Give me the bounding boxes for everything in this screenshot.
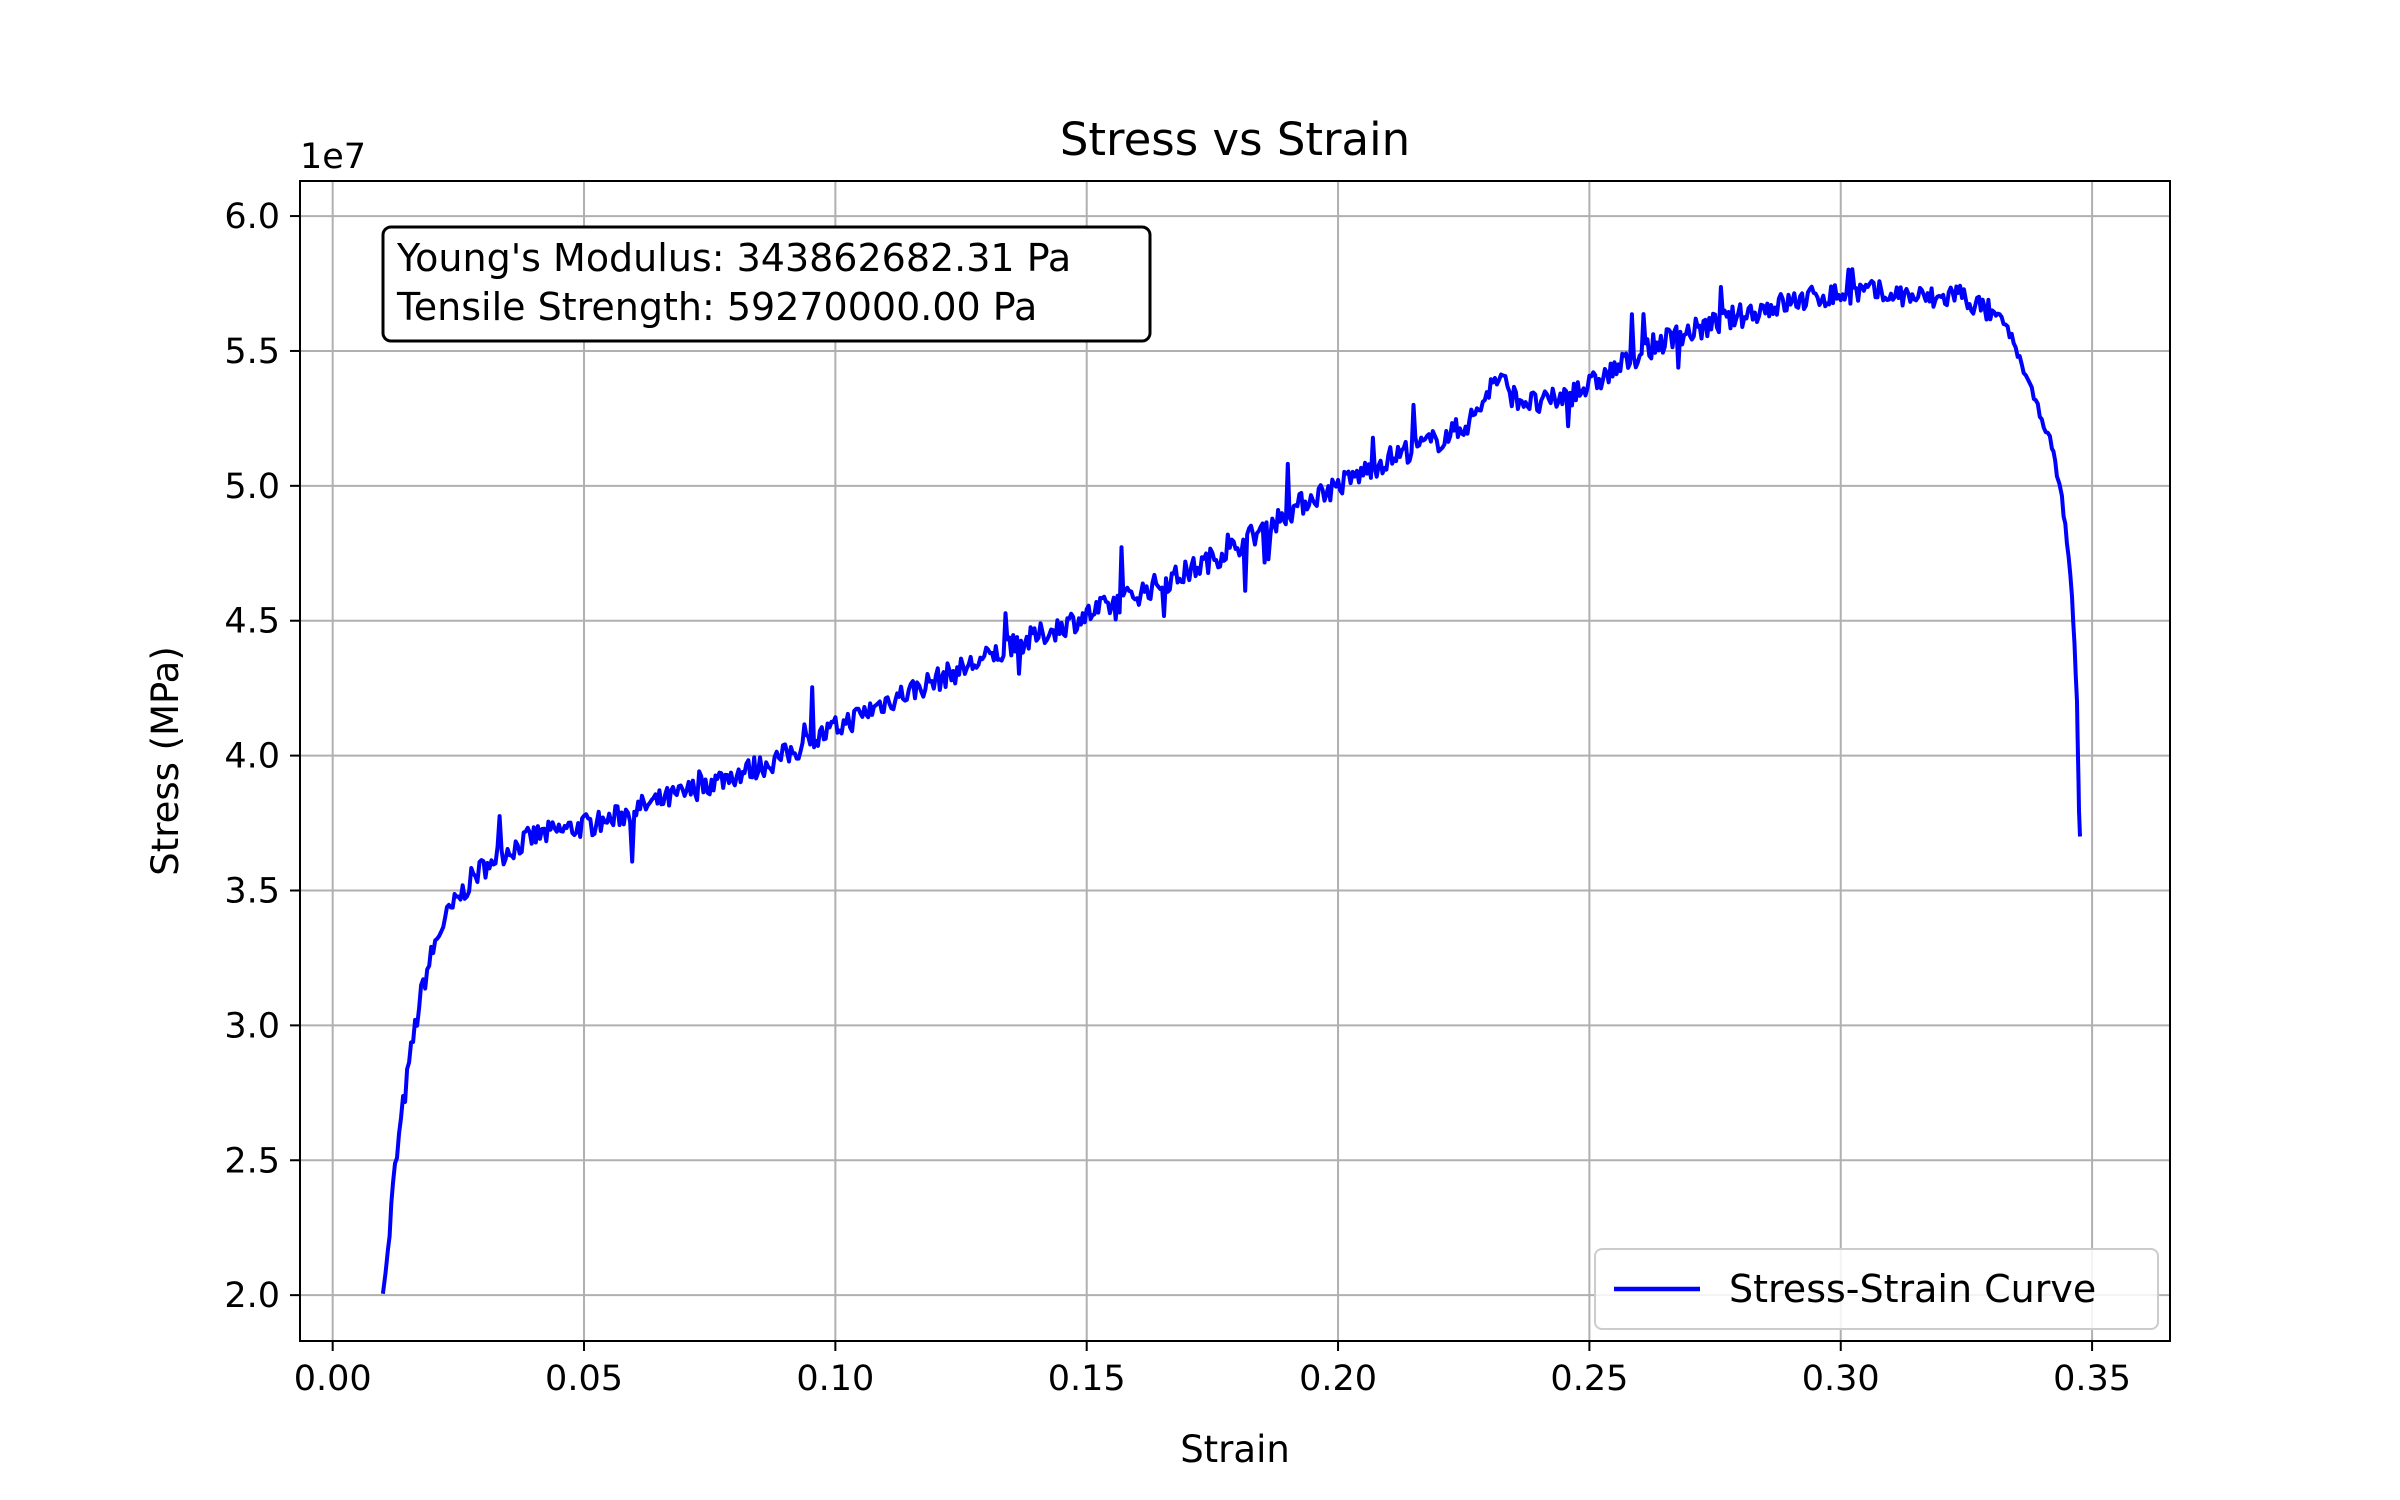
annotation-youngs-modulus: Young's Modulus: 343862682.31 Pa bbox=[396, 236, 1071, 280]
x-tick-label: 0.30 bbox=[1802, 1359, 1880, 1399]
y-axis-label: Stress (MPa) bbox=[144, 646, 187, 876]
chart-title: Stress vs Strain bbox=[1060, 113, 1410, 166]
x-tick-label: 0.25 bbox=[1550, 1359, 1628, 1399]
x-tick-label: 0.20 bbox=[1299, 1359, 1377, 1399]
x-tick-label: 0.35 bbox=[2053, 1359, 2131, 1399]
x-tick-label: 0.15 bbox=[1048, 1359, 1126, 1399]
annotation-tensile-strength: Tensile Strength: 59270000.00 Pa bbox=[396, 285, 1037, 329]
y-tick-label: 4.5 bbox=[224, 602, 280, 642]
y-offset-label: 1e7 bbox=[300, 137, 366, 177]
y-tick-label: 5.5 bbox=[224, 332, 280, 372]
x-tick-label: 0.10 bbox=[796, 1359, 874, 1399]
legend: Stress-Strain Curve bbox=[1594, 1248, 2159, 1330]
legend-label-stress-strain: Stress-Strain Curve bbox=[1729, 1267, 2096, 1311]
x-tick-label: 0.05 bbox=[545, 1359, 623, 1399]
axis-ticks: 0.00 0.05 0.10 0.15 0.20 0.25 0.30 0.35 2.0 2.5 3.… bbox=[224, 197, 2131, 1399]
y-tick-label: 4.0 bbox=[224, 737, 280, 777]
y-tick-label: 3.0 bbox=[224, 1006, 280, 1046]
annotation-frame bbox=[381, 225, 1152, 343]
x-axis-label: Strain bbox=[1180, 1428, 1290, 1471]
data-layer bbox=[380, 267, 2082, 1295]
y-tick-label: 2.0 bbox=[224, 1276, 280, 1316]
x-tick-label: 0.00 bbox=[294, 1359, 372, 1399]
series-line-stress-strain bbox=[380, 267, 2082, 1295]
y-tick-label: 5.0 bbox=[224, 467, 280, 507]
plot-area-frame bbox=[299, 180, 2171, 1342]
annotation-box: Young's Modulus: 343862682.31 Pa Tensile… bbox=[381, 225, 1152, 343]
legend-frame bbox=[1594, 1248, 2159, 1330]
grid bbox=[300, 181, 2170, 1341]
y-tick-label: 2.5 bbox=[224, 1141, 280, 1181]
y-tick-label: 3.5 bbox=[224, 871, 280, 911]
y-tick-label: 6.0 bbox=[224, 197, 280, 237]
